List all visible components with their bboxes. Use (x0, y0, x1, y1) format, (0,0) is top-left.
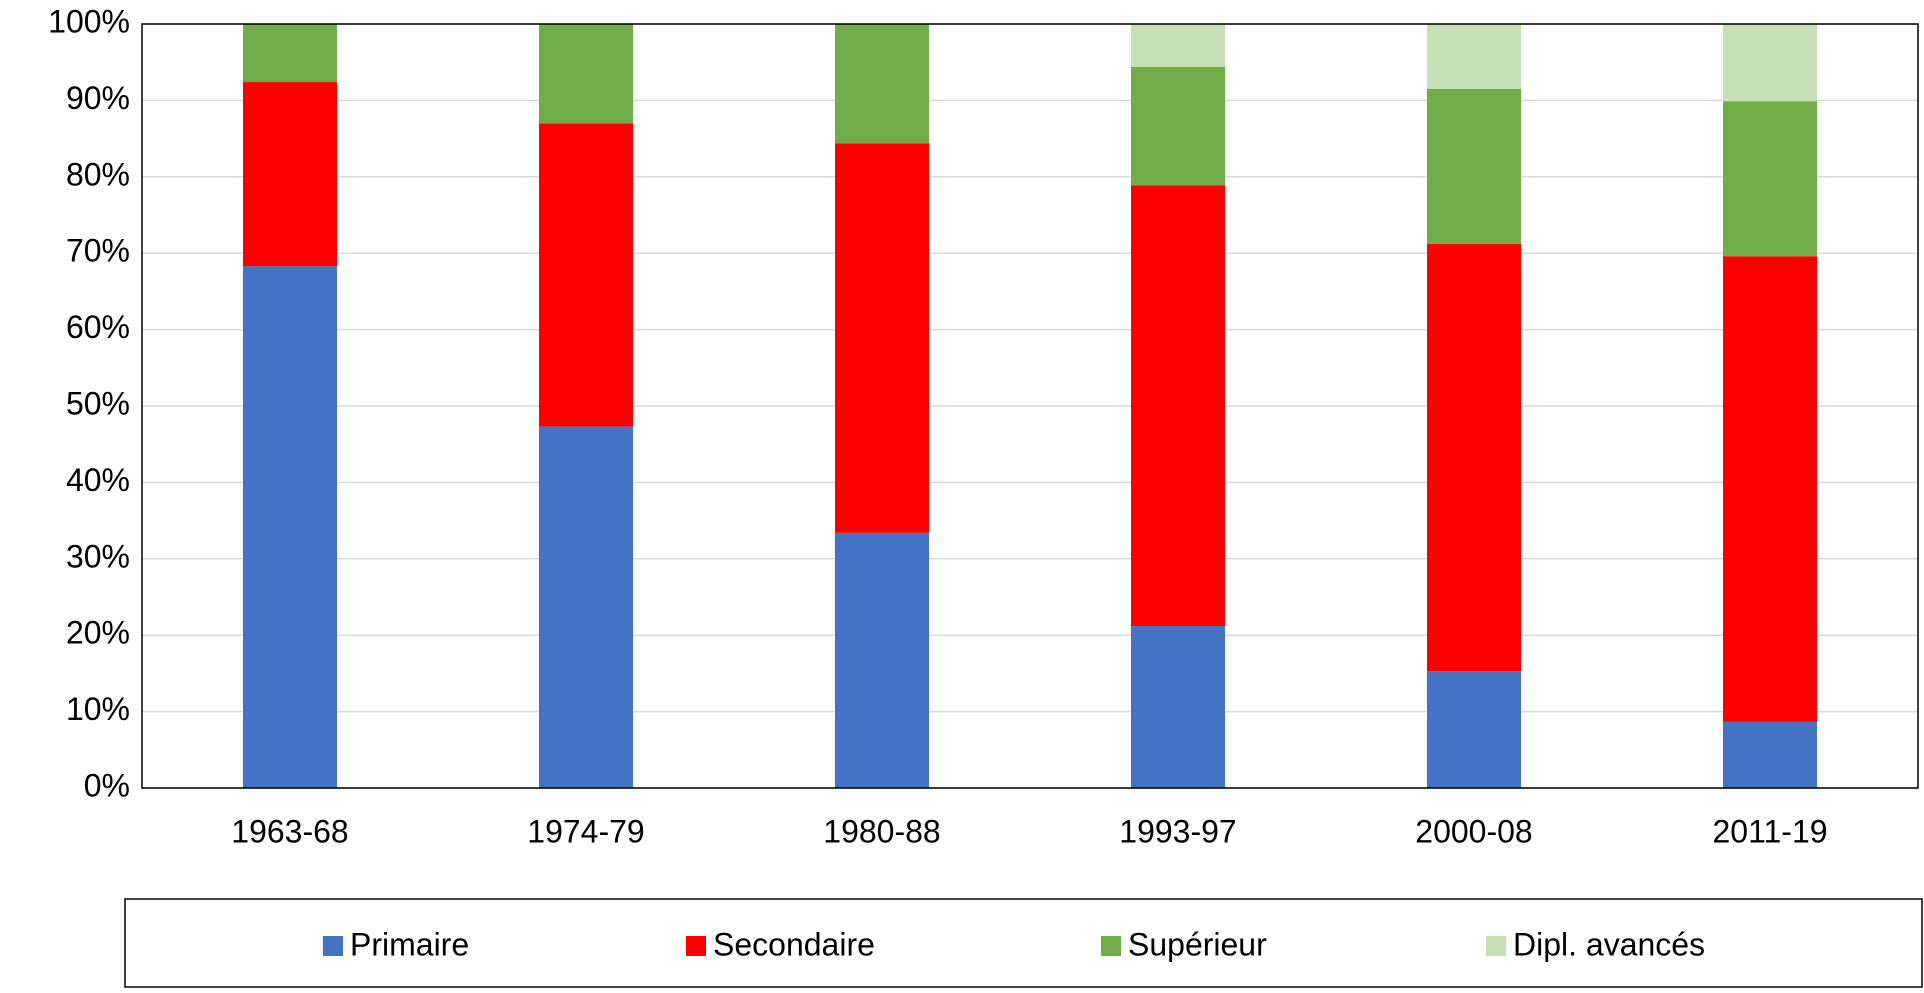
x-tick-label: 1980-88 (823, 813, 940, 849)
bar-segment (243, 82, 337, 267)
legend-swatch (323, 936, 343, 956)
bar-segment (243, 266, 337, 788)
bar-segment (1723, 101, 1817, 257)
y-tick-label: 0% (84, 767, 130, 803)
x-tick-label: 2011-19 (1712, 813, 1827, 849)
bar-segment (539, 24, 633, 124)
bar-segment (835, 532, 929, 788)
x-tick-label: 2000-08 (1415, 813, 1532, 849)
bar-segment (539, 426, 633, 788)
y-tick-label: 30% (66, 538, 130, 574)
legend-label: Supérieur (1128, 926, 1267, 962)
bar-segment (1131, 185, 1225, 627)
x-tick-label: 1963-68 (231, 813, 348, 849)
bar-segment (539, 123, 633, 427)
legend-label: Secondaire (713, 926, 875, 962)
x-tick-label: 1993-97 (1119, 813, 1236, 849)
bar-segment (243, 24, 337, 83)
y-tick-label: 70% (66, 233, 130, 269)
bar-segment (1131, 626, 1225, 788)
legend-swatch (1101, 936, 1121, 956)
legend-swatch (686, 936, 706, 956)
bar-segment (1427, 88, 1521, 245)
bar-segment (1723, 721, 1817, 788)
y-tick-label: 80% (66, 156, 130, 192)
y-tick-label: 90% (66, 80, 130, 116)
plot-frame (141, 23, 1919, 789)
legend-label: Dipl. avancés (1513, 926, 1705, 962)
bar-segment (835, 143, 929, 533)
y-tick-label: 40% (66, 462, 130, 498)
bar-segment (835, 24, 929, 144)
y-tick-label: 60% (66, 309, 130, 345)
bar-segment (1427, 24, 1521, 89)
legend-box (124, 898, 1923, 988)
bar-segment (1723, 256, 1817, 722)
bar-segment (1131, 24, 1225, 67)
y-tick-label: 20% (66, 615, 130, 651)
bar-segment (1131, 66, 1225, 186)
bar-segment (1723, 24, 1817, 102)
x-tick-label: 1974-79 (527, 813, 644, 849)
y-tick-label: 10% (66, 691, 130, 727)
legend-swatch (1486, 936, 1506, 956)
bar-segment (1427, 671, 1521, 788)
y-tick-label: 100% (48, 3, 130, 39)
y-tick-label: 50% (66, 385, 130, 421)
legend-label: Primaire (350, 926, 469, 962)
bar-segment (1427, 244, 1521, 672)
